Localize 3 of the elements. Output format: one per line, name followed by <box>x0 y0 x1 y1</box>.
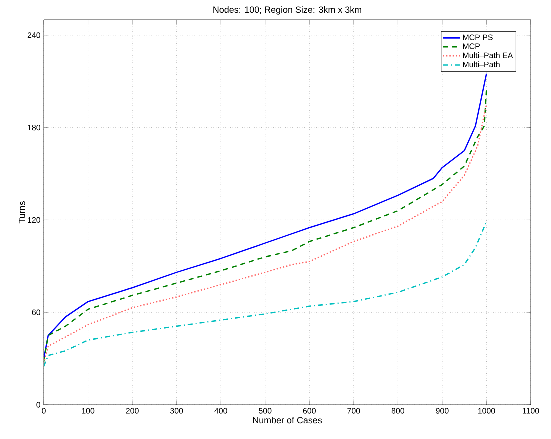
y-axis-title: Turns <box>19 202 26 224</box>
chart-title: Nodes: 100; Region Size: 3km x 3km <box>214 6 362 15</box>
x-axis-title: Number of Cases <box>253 417 322 424</box>
